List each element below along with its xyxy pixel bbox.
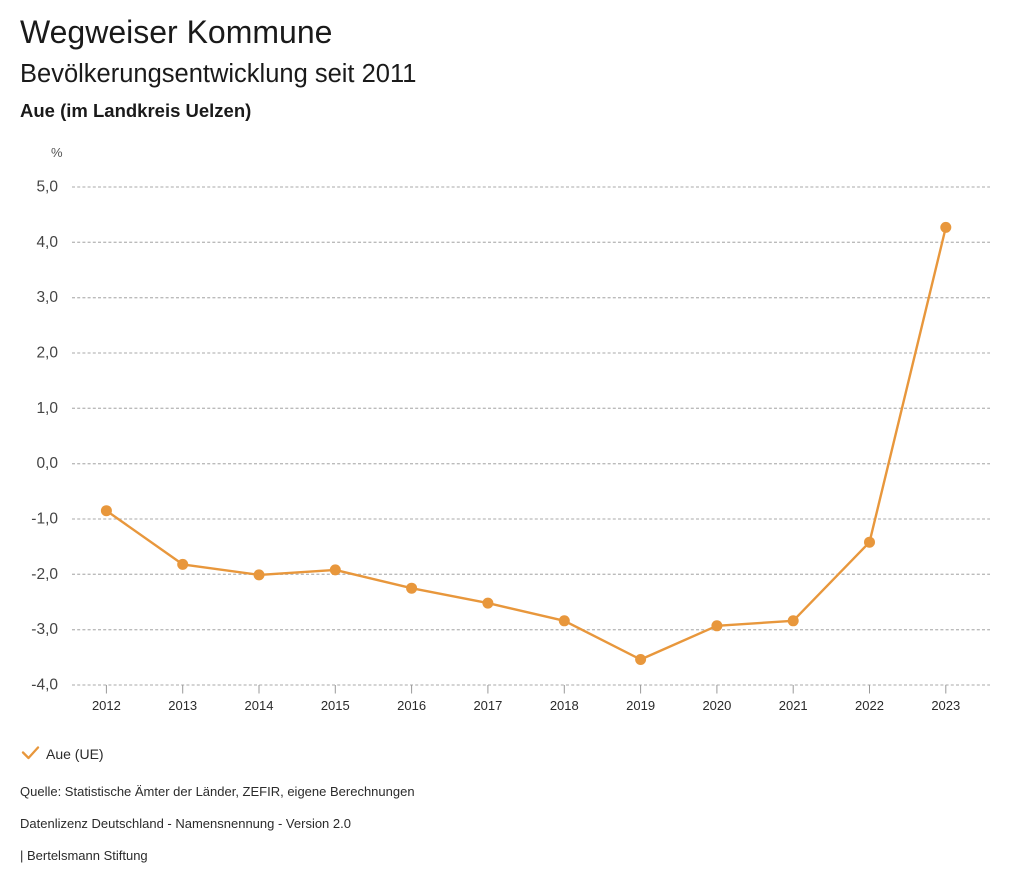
svg-text:-3,0: -3,0 (31, 621, 58, 638)
svg-text:2023: 2023 (931, 698, 960, 713)
svg-text:2021: 2021 (779, 698, 808, 713)
svg-text:-1,0: -1,0 (31, 511, 58, 528)
svg-text:-2,0: -2,0 (31, 566, 58, 583)
svg-text:2018: 2018 (550, 698, 579, 713)
svg-text:3,0: 3,0 (36, 289, 58, 306)
svg-text:2014: 2014 (245, 698, 274, 713)
svg-text:2019: 2019 (626, 698, 655, 713)
svg-text:2,0: 2,0 (36, 345, 58, 362)
svg-text:-4,0: -4,0 (31, 677, 58, 694)
svg-text:2020: 2020 (702, 698, 731, 713)
svg-text:2013: 2013 (168, 698, 197, 713)
svg-text:2022: 2022 (855, 698, 884, 713)
svg-text:2016: 2016 (397, 698, 426, 713)
svg-text:1,0: 1,0 (36, 400, 58, 417)
svg-text:2012: 2012 (92, 698, 121, 713)
svg-text:4,0: 4,0 (36, 234, 58, 251)
svg-text:2015: 2015 (321, 698, 350, 713)
svg-text:2017: 2017 (473, 698, 502, 713)
svg-text:5,0: 5,0 (36, 179, 58, 196)
svg-text:0,0: 0,0 (36, 455, 58, 472)
